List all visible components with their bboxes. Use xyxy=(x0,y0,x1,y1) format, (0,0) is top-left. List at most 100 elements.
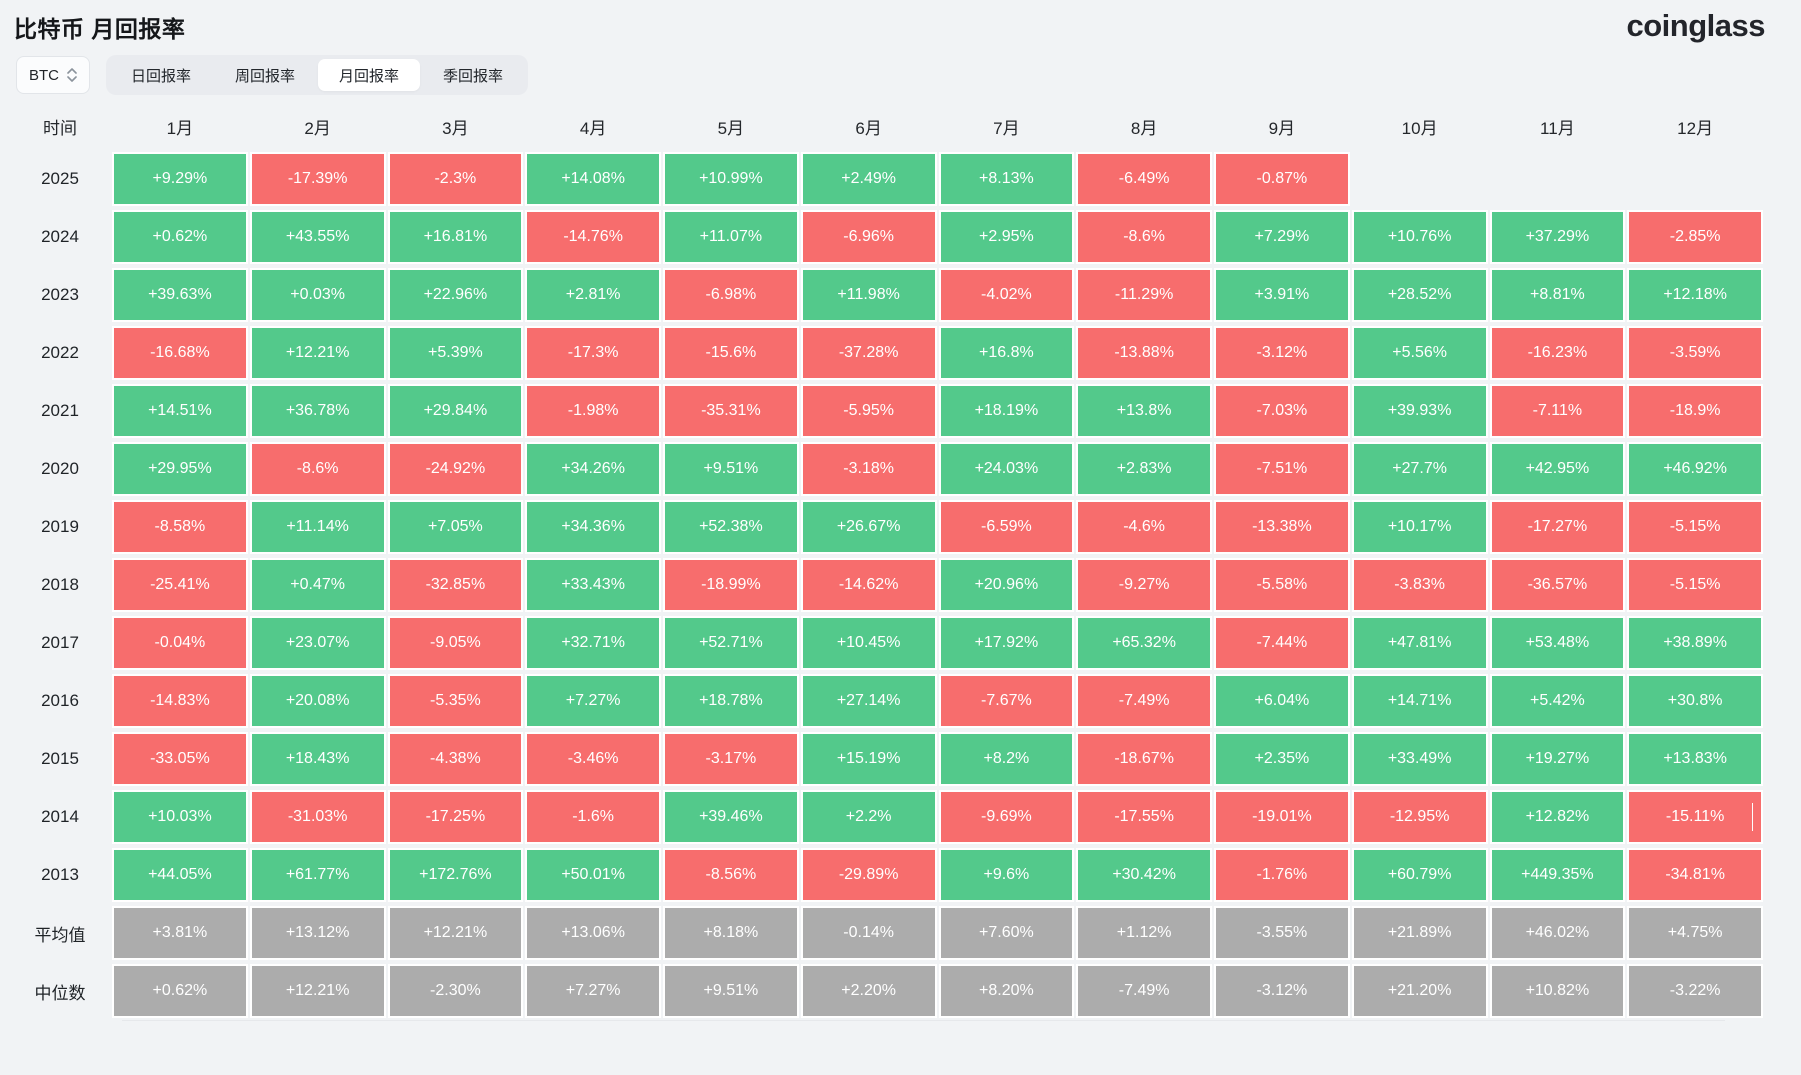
return-cell: +22.96% xyxy=(387,268,524,322)
return-cell: -8.56% xyxy=(663,848,799,902)
return-cell: -7.11% xyxy=(1489,384,1626,438)
return-cell: -9.05% xyxy=(387,616,524,670)
return-cell: -17.3% xyxy=(525,326,661,380)
return-cell: -7.49% xyxy=(1076,674,1212,728)
return-cell: +1.12% xyxy=(1076,906,1212,960)
return-cell: +12.21% xyxy=(249,964,386,1018)
text-cursor-artifact xyxy=(1752,803,1753,831)
tab-daily-returns[interactable]: 日回报率 xyxy=(131,67,192,85)
return-cell: -15.11% xyxy=(1627,790,1763,844)
return-cell: +9.51% xyxy=(663,964,799,1018)
return-cell: -5.15% xyxy=(1627,558,1763,612)
month-header: 9月 xyxy=(1268,118,1296,138)
return-cell: -0.87% xyxy=(1214,152,1350,206)
return-cell: +21.89% xyxy=(1351,906,1488,960)
month-header: 12月 xyxy=(1677,118,1714,138)
return-cell: +13.06% xyxy=(525,906,661,960)
return-cell: +33.49% xyxy=(1351,732,1488,786)
return-cell: +34.36% xyxy=(525,500,661,554)
return-cell: +39.93% xyxy=(1351,384,1488,438)
return-cell: +18.43% xyxy=(249,732,386,786)
return-cell: +39.46% xyxy=(663,790,799,844)
row-label: 中位数 xyxy=(34,983,86,1003)
return-cell: +8.18% xyxy=(663,906,799,960)
return-cell: -14.83% xyxy=(112,674,248,728)
return-cell: +15.19% xyxy=(800,732,937,786)
return-cell: -17.39% xyxy=(249,152,386,206)
return-cell: +8.20% xyxy=(938,964,1075,1018)
coinglass-logo: coinglass xyxy=(1626,8,1766,43)
return-cell: +7.29% xyxy=(1214,210,1350,264)
return-cell: +17.92% xyxy=(938,616,1075,670)
return-cell: +2.95% xyxy=(938,210,1075,264)
return-cell: -6.49% xyxy=(1076,152,1212,206)
return-cell: +172.76% xyxy=(387,848,524,902)
return-cell: +2.2% xyxy=(800,790,937,844)
return-cell: +5.39% xyxy=(387,326,524,380)
return-cell: -5.95% xyxy=(800,384,937,438)
return-cell: +0.03% xyxy=(249,268,386,322)
return-cell: +2.49% xyxy=(800,152,937,206)
return-cell: +5.42% xyxy=(1489,674,1626,728)
return-cell: +36.78% xyxy=(249,384,386,438)
updown-icon xyxy=(67,68,77,82)
return-cell: +14.51% xyxy=(112,384,248,438)
row-label: 2018 xyxy=(41,575,79,594)
return-cell: -17.55% xyxy=(1076,790,1212,844)
return-cell: -1.6% xyxy=(525,790,661,844)
return-cell: +34.26% xyxy=(525,442,661,496)
row-label: 2017 xyxy=(41,633,79,652)
controls-row: BTC 日回报率 周回报率 月回报率 季回报率 xyxy=(0,52,1801,102)
return-cell: +13.8% xyxy=(1076,384,1212,438)
return-cell: -16.23% xyxy=(1489,326,1626,380)
return-cell: -12.95% xyxy=(1351,790,1488,844)
return-cell: +10.03% xyxy=(112,790,248,844)
symbol-select[interactable]: BTC xyxy=(16,56,90,94)
tab-weekly-returns[interactable]: 周回报率 xyxy=(235,67,296,85)
return-cell: +10.82% xyxy=(1489,964,1626,1018)
return-cell: +19.27% xyxy=(1489,732,1626,786)
return-cell: +20.08% xyxy=(249,674,386,728)
tab-quarterly-returns[interactable]: 季回报率 xyxy=(443,67,504,85)
return-cell: +13.12% xyxy=(249,906,386,960)
return-cell: -2.85% xyxy=(1627,210,1763,264)
return-cell: +9.6% xyxy=(938,848,1075,902)
return-cell: -3.12% xyxy=(1214,326,1350,380)
return-cell: +44.05% xyxy=(112,848,248,902)
return-cell: +52.71% xyxy=(663,616,799,670)
return-cell: +0.62% xyxy=(112,964,248,1018)
return-cell: -6.59% xyxy=(938,500,1075,554)
return-cell: -6.96% xyxy=(800,210,937,264)
return-cell: +12.21% xyxy=(249,326,386,380)
return-cell: -33.05% xyxy=(112,732,248,786)
return-cell: +33.43% xyxy=(525,558,661,612)
symbol-select-value: BTC xyxy=(29,66,59,84)
return-cell: +16.81% xyxy=(387,210,524,264)
return-cell: +9.51% xyxy=(663,442,799,496)
return-cell: -9.69% xyxy=(938,790,1075,844)
return-cell: -2.30% xyxy=(387,964,524,1018)
tab-monthly-returns[interactable]: 月回报率 xyxy=(318,59,421,91)
return-cell: -14.76% xyxy=(525,210,661,264)
return-cell: +16.8% xyxy=(938,326,1075,380)
month-header: 11月 xyxy=(1540,118,1575,138)
return-cell: -7.67% xyxy=(938,674,1075,728)
return-cell: +30.8% xyxy=(1627,674,1763,728)
return-cell: +8.13% xyxy=(938,152,1075,206)
return-cell: -7.51% xyxy=(1214,442,1350,496)
return-cell: -14.62% xyxy=(800,558,937,612)
return-cell: +39.63% xyxy=(112,268,248,322)
return-cell: -0.14% xyxy=(800,906,937,960)
row-label: 2019 xyxy=(41,517,79,536)
return-cell: -7.03% xyxy=(1214,384,1350,438)
return-cell: -5.58% xyxy=(1214,558,1350,612)
month-header: 1月 xyxy=(166,118,194,138)
return-cell: -18.9% xyxy=(1627,384,1763,438)
page-title: 比特币 月回报率 xyxy=(14,16,186,42)
return-cell: +10.45% xyxy=(800,616,937,670)
return-cell: +47.81% xyxy=(1351,616,1488,670)
return-cell: -31.03% xyxy=(249,790,386,844)
return-cell: +12.82% xyxy=(1489,790,1626,844)
return-cell: +12.21% xyxy=(387,906,524,960)
return-cell: +11.14% xyxy=(249,500,386,554)
